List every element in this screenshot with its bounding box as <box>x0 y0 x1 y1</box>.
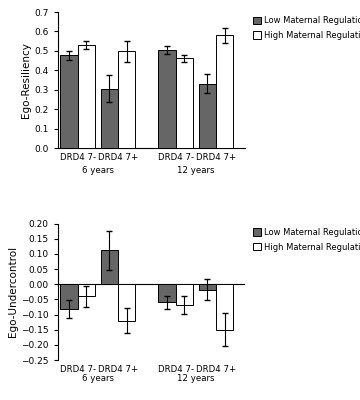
Bar <box>158 284 176 302</box>
Bar <box>199 284 216 290</box>
Y-axis label: Ego-Resiliency: Ego-Resiliency <box>21 42 31 118</box>
Bar <box>176 58 193 148</box>
Bar <box>101 250 118 284</box>
Bar <box>216 35 233 148</box>
Text: 12 years: 12 years <box>177 166 215 175</box>
Bar <box>60 284 78 309</box>
Bar <box>118 284 135 320</box>
Bar <box>118 51 135 148</box>
Bar <box>176 284 193 305</box>
Bar <box>216 284 233 330</box>
Bar <box>158 50 176 148</box>
Text: 6 years: 6 years <box>82 166 114 175</box>
Bar <box>60 56 78 148</box>
Bar <box>199 84 216 148</box>
Legend: Low Maternal Regulation, High Maternal Regulation: Low Maternal Regulation, High Maternal R… <box>253 16 360 40</box>
Legend: Low Maternal Regulation, High Maternal Regulation: Low Maternal Regulation, High Maternal R… <box>253 228 360 252</box>
Y-axis label: Ego-Undercontrol: Ego-Undercontrol <box>8 246 18 337</box>
Bar <box>101 89 118 148</box>
Text: 6 years: 6 years <box>82 374 114 383</box>
Bar <box>78 45 95 148</box>
Bar <box>78 284 95 296</box>
Text: 12 years: 12 years <box>177 374 215 383</box>
